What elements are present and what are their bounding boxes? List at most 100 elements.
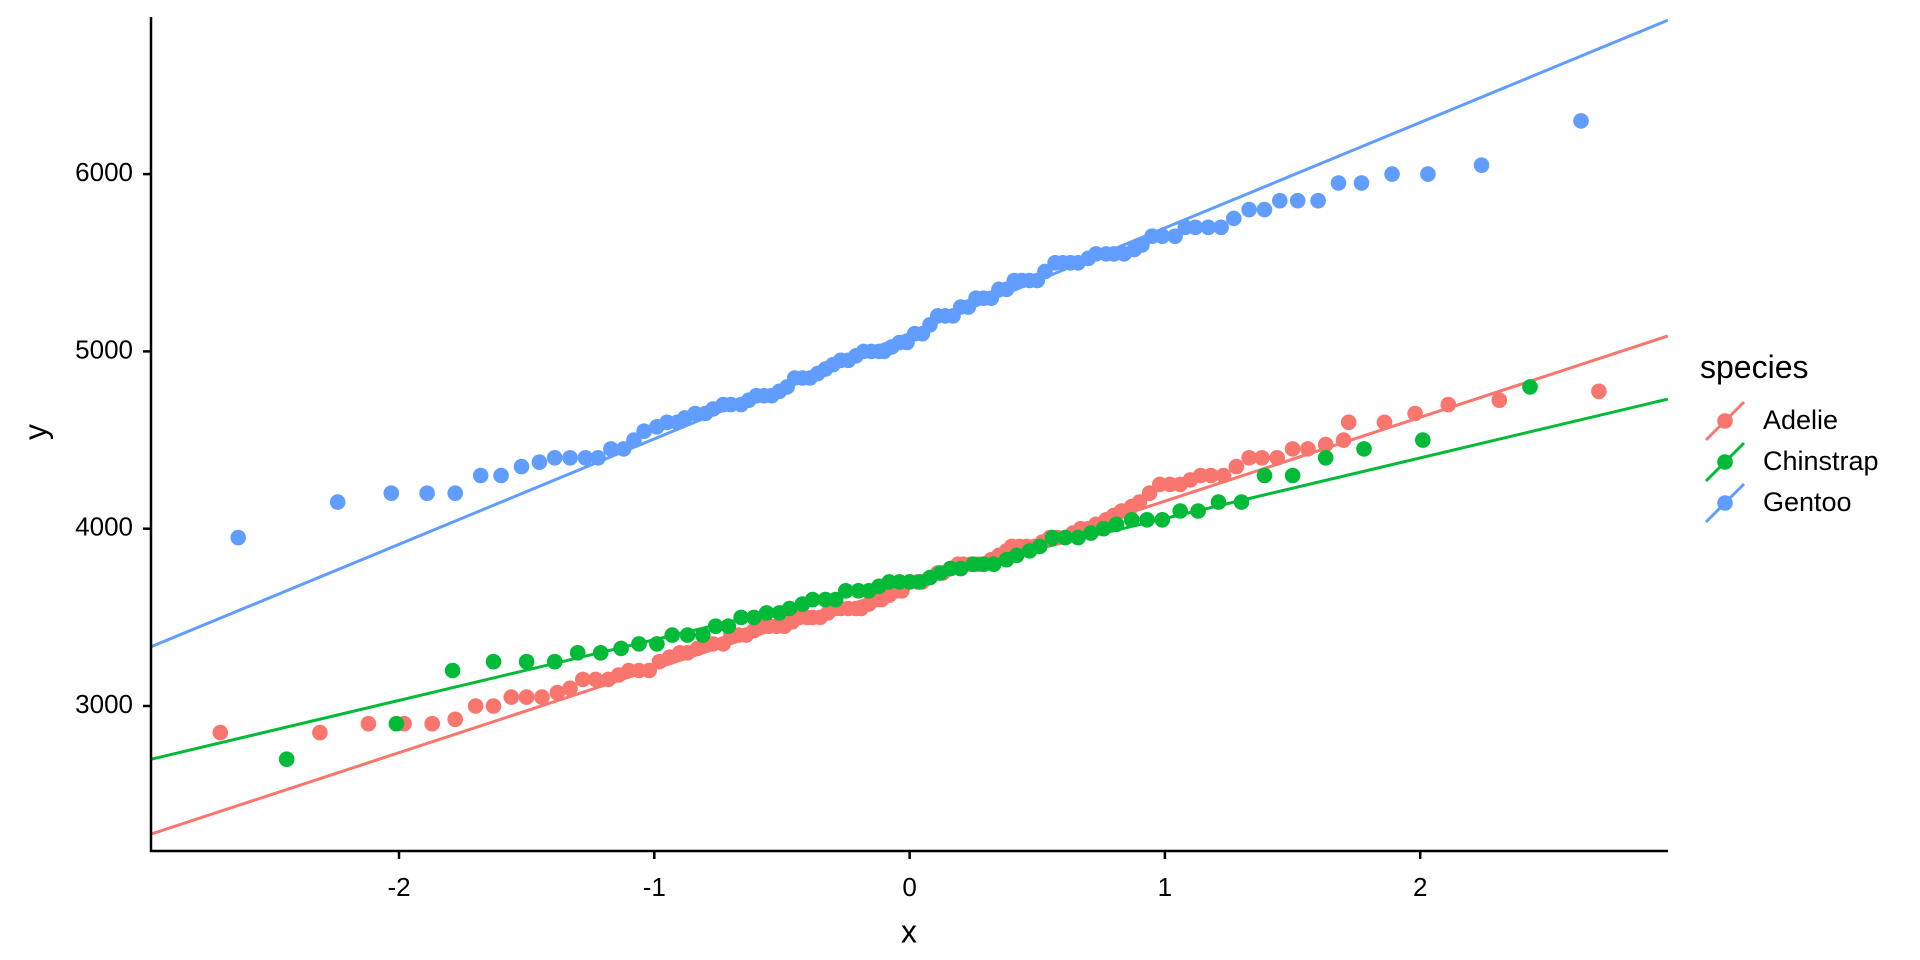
data-point — [1108, 516, 1125, 533]
data-point — [549, 684, 566, 701]
data-point — [1233, 494, 1250, 510]
legend-label: Gentoo — [1763, 487, 1852, 517]
data-point — [1200, 219, 1217, 236]
data-point — [1330, 175, 1347, 191]
data-point — [720, 618, 737, 634]
legend-title: species — [1700, 349, 1809, 385]
data-point — [424, 715, 441, 732]
y-tick-label: 6000 — [75, 157, 133, 187]
data-point — [1376, 414, 1393, 431]
x-tick-label: -2 — [387, 872, 410, 902]
data-point — [472, 467, 489, 484]
data-point — [518, 653, 535, 670]
data-point — [631, 636, 647, 652]
data-point — [636, 423, 652, 440]
data-point — [1228, 458, 1245, 475]
data-point — [613, 640, 629, 657]
x-tick-label: 2 — [1413, 872, 1427, 902]
data-point — [447, 485, 464, 502]
x-tick-label: 1 — [1158, 872, 1172, 902]
legend-item-chinstrap: Chinstrap — [1704, 441, 1879, 483]
data-point — [1057, 529, 1074, 546]
series-chinstrap-points — [278, 379, 1538, 767]
data-point — [615, 441, 632, 457]
reference-lines — [151, 18, 1668, 836]
data-point — [1226, 210, 1242, 227]
data-point — [1340, 414, 1357, 431]
data-point — [592, 645, 609, 661]
x-tick-label: -1 — [643, 872, 666, 902]
data-point — [1095, 520, 1112, 537]
data-point — [467, 698, 484, 714]
data-point — [513, 458, 530, 475]
data-point — [781, 600, 798, 617]
data-point — [952, 560, 969, 577]
data-point — [1190, 503, 1206, 519]
series-adelie-points — [212, 383, 1607, 741]
data-point — [329, 494, 346, 510]
data-point — [746, 609, 762, 626]
data-point — [1131, 494, 1148, 510]
data-point — [1154, 512, 1171, 528]
data-points — [212, 113, 1607, 767]
data-point — [1172, 503, 1188, 519]
data-point — [1310, 192, 1326, 209]
data-point — [1210, 494, 1227, 510]
data-point — [1032, 538, 1048, 555]
data-point — [587, 671, 604, 688]
data-point — [546, 450, 563, 466]
data-point — [562, 680, 578, 697]
x-tick-label: 0 — [902, 872, 916, 902]
data-point — [1317, 436, 1334, 453]
data-point — [1256, 467, 1273, 484]
data-point — [1284, 441, 1301, 457]
data-point — [1300, 441, 1316, 457]
data-point — [485, 698, 502, 714]
data-point — [388, 715, 405, 732]
y-axis-title: y — [17, 424, 53, 440]
y-axis: 3000 4000 5000 6000 — [75, 17, 153, 852]
data-point — [531, 454, 548, 471]
data-point — [1440, 396, 1457, 413]
data-point — [503, 689, 520, 705]
data-point — [1591, 383, 1607, 400]
y-tick-label: 4000 — [75, 512, 133, 542]
data-point — [641, 662, 657, 679]
data-point — [649, 636, 665, 652]
data-point — [1083, 525, 1099, 541]
data-point — [804, 591, 821, 608]
legend-item-adelie: Adelie — [1704, 400, 1838, 442]
data-point — [1407, 405, 1423, 422]
data-point — [1284, 467, 1301, 484]
data-point — [603, 441, 619, 457]
y-tick-label: 3000 — [75, 689, 133, 719]
data-point — [1154, 228, 1171, 244]
data-point — [1353, 175, 1370, 191]
data-point — [1522, 379, 1538, 395]
data-point — [838, 583, 854, 599]
data-point — [1254, 450, 1270, 466]
legend-label: Adelie — [1763, 405, 1838, 435]
data-point — [1187, 219, 1204, 236]
data-point — [577, 450, 594, 466]
legend-key-point-icon — [1717, 413, 1733, 429]
data-point — [1289, 192, 1306, 209]
data-point — [733, 609, 749, 626]
data-point — [758, 605, 775, 621]
data-point — [1420, 166, 1436, 182]
data-point — [493, 467, 509, 484]
data-point — [695, 627, 711, 643]
data-point — [278, 751, 295, 767]
data-point — [1272, 192, 1288, 209]
data-point — [1044, 529, 1061, 546]
data-point — [827, 591, 844, 608]
data-point — [1213, 219, 1229, 236]
x-axis-title: x — [901, 913, 917, 949]
data-point — [1415, 432, 1431, 448]
data-point — [569, 645, 586, 661]
data-point — [1070, 529, 1086, 546]
data-point — [1167, 228, 1183, 244]
data-point — [562, 450, 578, 466]
data-point — [444, 662, 461, 679]
